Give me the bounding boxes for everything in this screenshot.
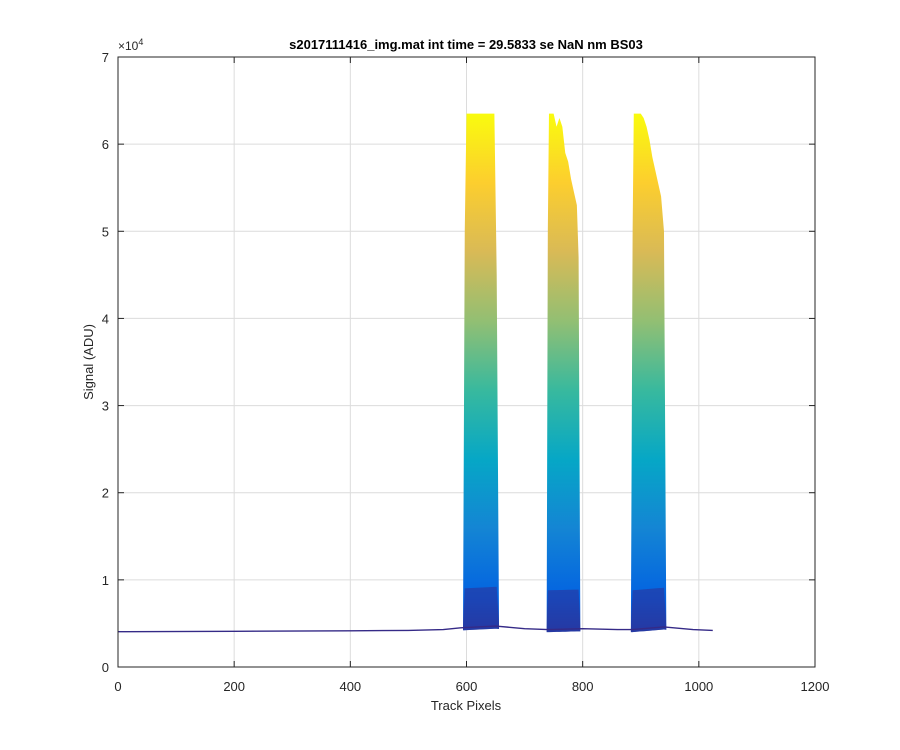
y-exponent-power: 4 — [138, 37, 143, 47]
y-tick-label: 5 — [102, 224, 109, 239]
x-tick-label: 200 — [223, 679, 245, 694]
baseline-trace — [117, 625, 713, 633]
y-axis-label: Signal (ADU) — [81, 324, 96, 400]
y-tick-label: 1 — [102, 573, 109, 588]
x-tick-label: 800 — [572, 679, 594, 694]
chart-title: s2017111416_img.mat int time = 29.5833 s… — [289, 37, 643, 52]
signal-series — [117, 113, 713, 633]
ticks — [117, 56, 816, 668]
x-axis-label: Track Pixels — [431, 698, 502, 713]
x-tick-label: 0 — [114, 679, 121, 694]
y-tick-label: 4 — [102, 311, 109, 326]
y-exponent-base: ×10 — [118, 39, 139, 53]
y-tick-label: 2 — [102, 486, 109, 501]
signal-peak — [630, 113, 667, 633]
signal-peak — [546, 113, 581, 633]
y-tick-label: 3 — [102, 399, 109, 414]
y-tick-label: 7 — [102, 50, 109, 65]
signal-peak-base — [630, 587, 667, 633]
y-tick-label: 0 — [102, 660, 109, 675]
x-tick-labels: 0 200 400 600 800 1000 1200 — [114, 679, 829, 694]
y-tick-labels: 0 1 2 3 4 5 6 7 — [102, 50, 109, 675]
y-exponent-label: ×104 — [118, 37, 143, 53]
x-tick-label: 600 — [456, 679, 478, 694]
signal-peak-base — [546, 589, 581, 633]
signal-peak-base — [463, 586, 500, 631]
x-tick-label: 1000 — [684, 679, 713, 694]
signal-peak — [463, 113, 500, 631]
x-tick-label: 1200 — [801, 679, 830, 694]
y-tick-label: 6 — [102, 137, 109, 152]
x-tick-label: 400 — [339, 679, 361, 694]
